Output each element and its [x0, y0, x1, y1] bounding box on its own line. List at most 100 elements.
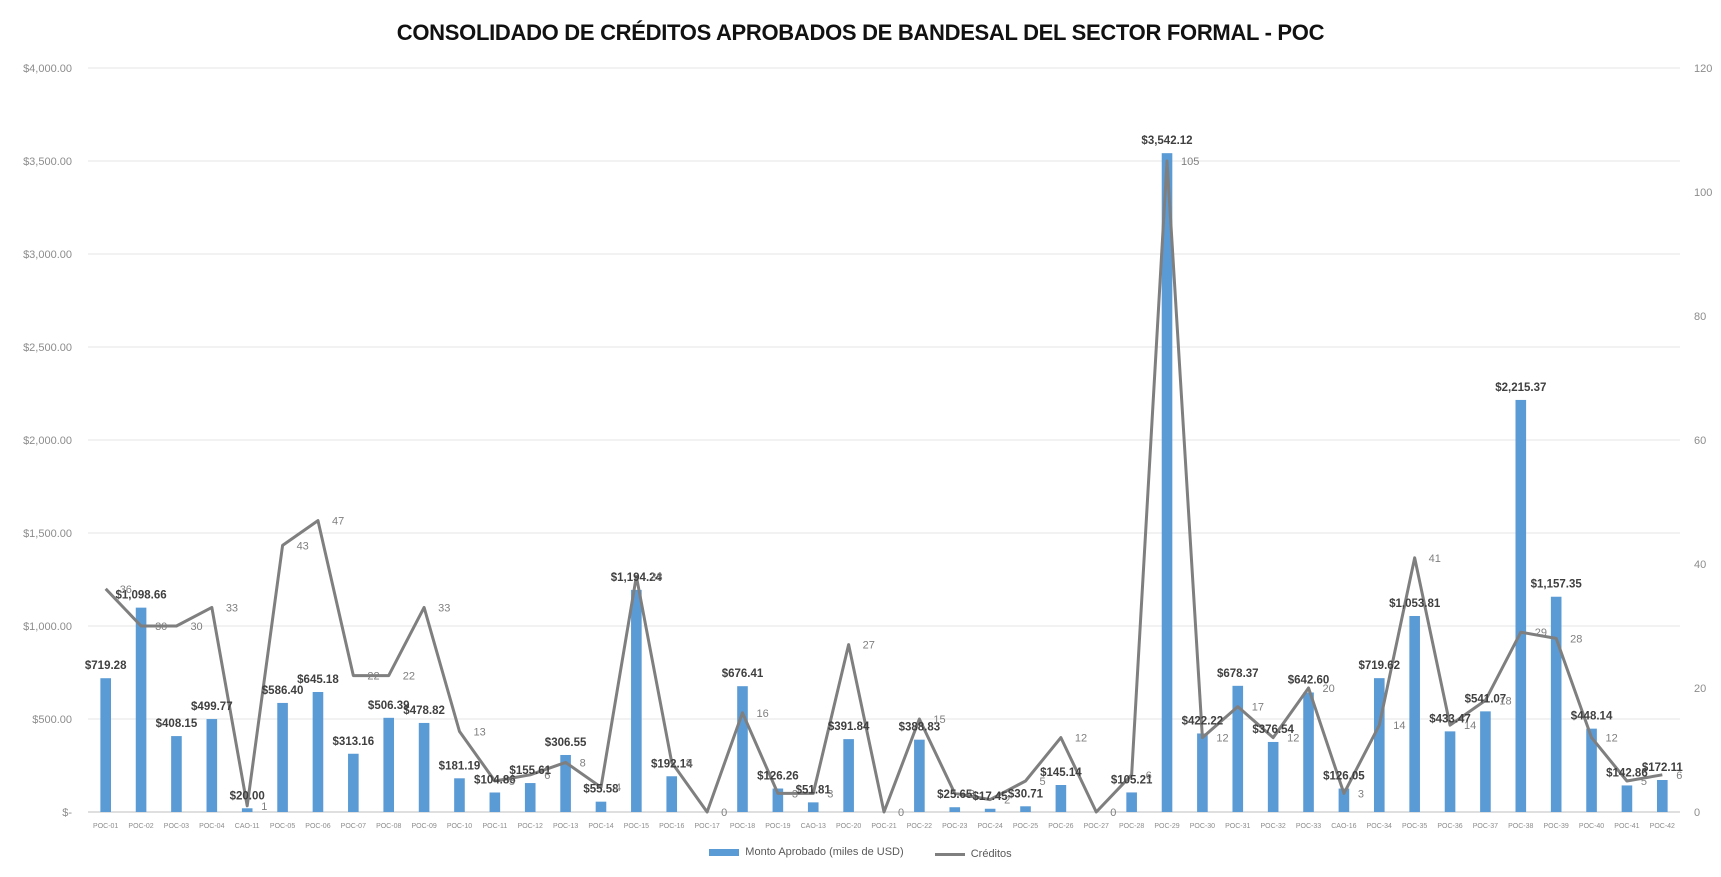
bar: [984, 808, 996, 812]
x-tick-label: POC-42: [1650, 823, 1675, 830]
bar: [1126, 792, 1137, 812]
x-tick-label: POC-41: [1614, 823, 1639, 830]
x-tick-label: POC-10: [447, 823, 472, 830]
y-left-tick-label: $3,500.00: [23, 156, 72, 168]
bar: [1550, 596, 1562, 812]
line-data-label: 22: [367, 671, 379, 683]
bar: [1480, 711, 1491, 812]
chart-title: CONSOLIDADO DE CRÉDITOS APROBADOS DE BAN…: [396, 20, 1325, 45]
y-left-tick-label: $-: [62, 807, 72, 819]
line-data-label: 41: [1429, 553, 1441, 565]
bar-data-label: $181.19: [439, 760, 481, 772]
line-data-label: 105: [1181, 156, 1199, 168]
line-data-label: 2: [1004, 795, 1010, 807]
x-tick-label: POC-18: [730, 823, 755, 830]
bar: [1338, 788, 1350, 812]
y-left-tick-label: $1,500.00: [23, 528, 72, 540]
bar: [348, 753, 359, 812]
y-right-tick-label: 100: [1694, 187, 1712, 199]
x-tick-label: CAO-11: [235, 823, 260, 830]
x-tick-label: POC-07: [341, 823, 366, 830]
legend-label-bar: Monto Aprobado (miles de USD): [745, 846, 904, 858]
bar: [1621, 785, 1633, 812]
bar-data-label: $433.47: [1429, 713, 1471, 725]
bar-data-label: $142.86: [1606, 767, 1648, 779]
line-data-label: 0: [1110, 807, 1116, 819]
x-tick-label: POC-11: [482, 823, 507, 830]
x-tick-label: POC-24: [977, 823, 1002, 830]
bar-data-label: $145.14: [1040, 767, 1082, 779]
line-data-label: 3: [1358, 788, 1364, 800]
bar-data-label: $126.26: [757, 771, 799, 783]
line-data-label: 6: [1146, 770, 1152, 782]
bar: [277, 702, 288, 812]
bar: [772, 788, 784, 812]
y-right-tick-label: 0: [1694, 807, 1700, 819]
y-left-tick-label: $2,000.00: [23, 435, 72, 447]
line-data-label: 47: [332, 516, 344, 528]
bar: [914, 739, 925, 812]
bar-data-label: $25.65: [937, 789, 973, 801]
bar: [1657, 779, 1668, 812]
line-data-label: 8: [686, 757, 692, 769]
y-left-tick-label: $500.00: [32, 714, 72, 726]
bar: [1515, 399, 1527, 812]
line-data-label: 43: [297, 540, 309, 552]
bar: [383, 717, 395, 812]
x-tick-label: POC-17: [694, 823, 719, 830]
bar-data-label: $391.84: [828, 721, 870, 733]
line-data-label: 36: [120, 584, 132, 596]
bar-data-label: $17.45: [973, 791, 1009, 803]
bar: [631, 589, 642, 812]
bar-data-label: $719.62: [1358, 660, 1400, 672]
x-tick-label: POC-02: [128, 823, 153, 830]
bar: [737, 686, 748, 812]
x-tick-label: POC-34: [1367, 823, 1392, 830]
bar-data-label: $55.58: [583, 784, 619, 796]
x-tick-label: POC-28: [1119, 823, 1144, 830]
x-tick-label: POC-16: [659, 823, 684, 830]
bar-data-label: $478.82: [403, 705, 445, 717]
line-data-label: 6: [1676, 770, 1682, 782]
x-tick-label: POC-35: [1402, 823, 1427, 830]
x-tick-label: POC-39: [1544, 823, 1569, 830]
x-tick-label: POC-38: [1508, 823, 1533, 830]
y-left-tick-label: $2,500.00: [23, 342, 72, 354]
line-data-label: 0: [721, 807, 727, 819]
bar: [1409, 615, 1420, 812]
bar-data-label: $1,098.66: [115, 590, 166, 602]
bar: [1267, 741, 1279, 812]
x-tick-label: POC-40: [1579, 823, 1604, 830]
bar-data-label: $376.54: [1252, 724, 1294, 736]
x-tick-label: POC-31: [1225, 823, 1250, 830]
line-data-label: 3: [827, 788, 833, 800]
bar: [1197, 733, 1208, 812]
bar: [206, 719, 218, 812]
line-data-label: 4: [615, 782, 621, 794]
line-data-label: 12: [1075, 733, 1087, 745]
line-data-label: 28: [1570, 633, 1582, 645]
x-tick-label: POC-29: [1154, 823, 1179, 830]
bar-data-label: $408.15: [156, 718, 198, 730]
x-tick-label: POC-04: [199, 823, 224, 830]
y-right-tick-label: 80: [1694, 311, 1706, 323]
x-tick-label: POC-09: [411, 823, 436, 830]
x-tick-label: POC-13: [553, 823, 578, 830]
line-data-label: 3: [792, 788, 798, 800]
line-data-label: 0: [898, 807, 904, 819]
line-data-label: 15: [933, 714, 945, 726]
x-tick-label: POC-27: [1084, 823, 1109, 830]
bar-data-label: $448.14: [1571, 711, 1613, 723]
x-tick-label: POC-23: [942, 823, 967, 830]
bar: [807, 802, 819, 812]
line-data-label: 33: [438, 602, 450, 614]
y-right-tick-label: 40: [1694, 559, 1706, 571]
x-tick-label: POC-26: [1048, 823, 1073, 830]
y-left-tick-label: $3,000.00: [23, 249, 72, 261]
line-data-label: 30: [190, 621, 202, 633]
x-tick-label: POC-32: [1261, 823, 1286, 830]
bar: [666, 776, 678, 812]
line-data-label: 5: [509, 776, 515, 788]
y-right-tick-label: 60: [1694, 435, 1706, 447]
x-tick-label: POC-21: [871, 823, 896, 830]
